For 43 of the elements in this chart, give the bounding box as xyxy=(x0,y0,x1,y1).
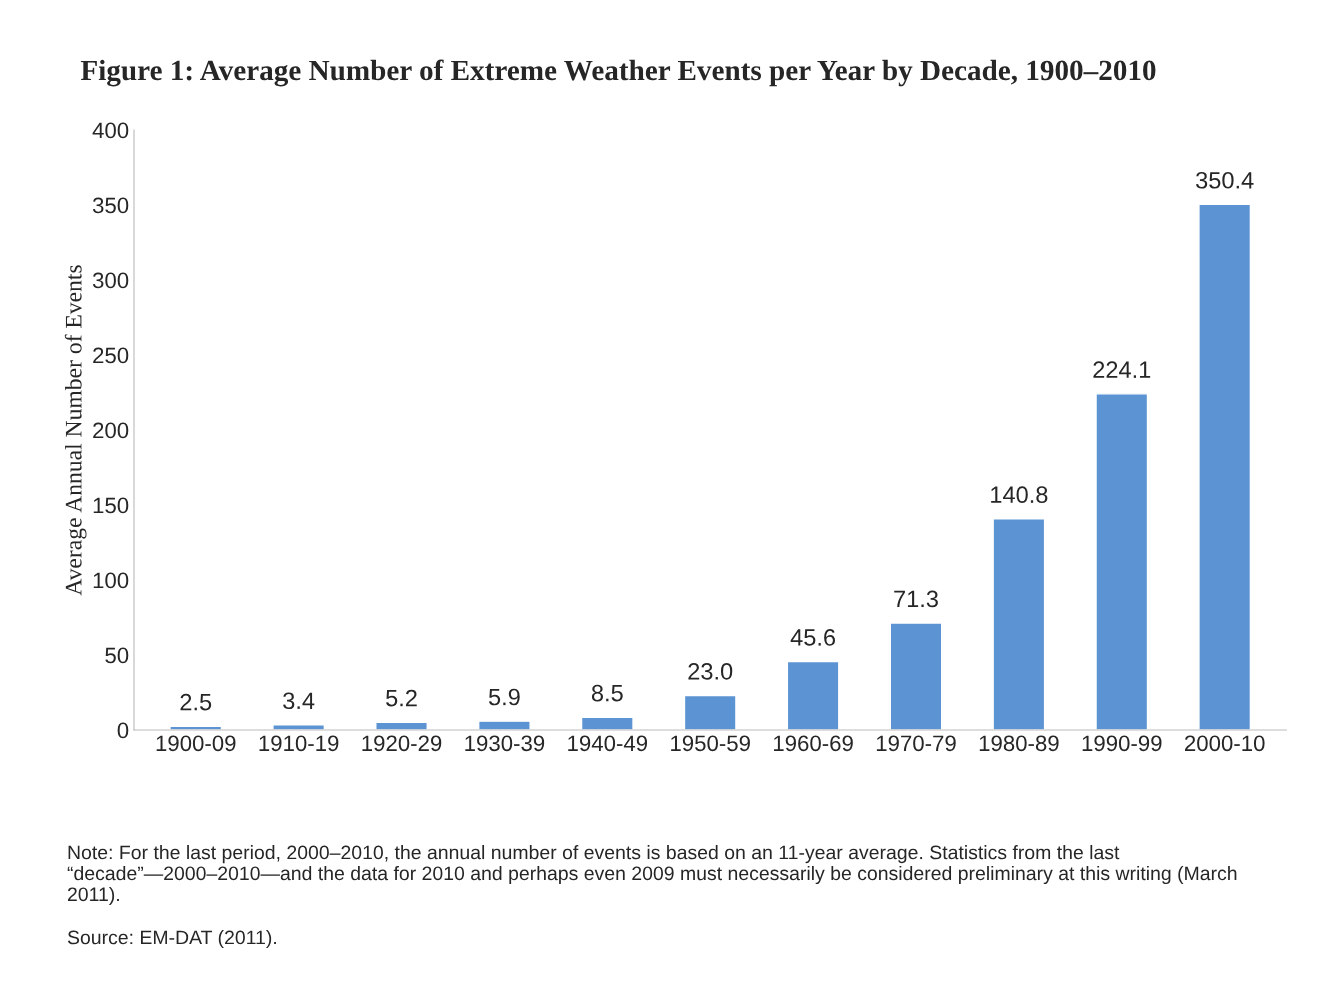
data-label: 23.0 xyxy=(688,663,733,680)
bar xyxy=(1095,393,1149,730)
y-tick-label: 350 xyxy=(92,197,129,214)
x-tick-label: 1970-79 xyxy=(876,735,956,752)
data-label: 5.9 xyxy=(488,688,520,706)
x-tick-label: 1990-99 xyxy=(1082,735,1162,752)
bar xyxy=(786,660,840,730)
data-label: 140.8 xyxy=(991,486,1048,504)
y-tick-label: 100 xyxy=(93,572,129,589)
bar xyxy=(992,518,1046,730)
x-tick-label: 1900-09 xyxy=(156,735,236,752)
y-tick-label: 300 xyxy=(92,272,129,289)
data-label: 224.1 xyxy=(1093,361,1151,378)
x-tick-label: 1920-29 xyxy=(362,735,442,752)
bar xyxy=(477,720,531,730)
x-tick-label: 1940-49 xyxy=(568,735,648,752)
y-tick-label: 50 xyxy=(105,647,129,664)
y-tick-label: 400 xyxy=(92,122,129,139)
chart-title: Figure 1: Average Number of Extreme Weather Events per Year by Decade, 1900–2010 xyxy=(80,59,1156,87)
x-tick-label: 1910-19 xyxy=(259,735,339,752)
data-label: 45.6 xyxy=(790,629,836,646)
x-tick-label: 1960-69 xyxy=(774,735,853,752)
data-label: 350.4 xyxy=(1196,171,1254,189)
y-tick-label: 150 xyxy=(93,497,129,514)
data-label: 3.4 xyxy=(283,692,315,710)
bar xyxy=(580,716,634,730)
bar xyxy=(1198,203,1252,730)
bar xyxy=(889,622,943,730)
data-label: 8.5 xyxy=(591,684,623,702)
data-label: 2.5 xyxy=(180,693,212,711)
x-tick-label: 1930-39 xyxy=(465,735,545,752)
bar xyxy=(683,694,737,730)
x-tick-label: 1950-59 xyxy=(671,735,750,752)
y-tick-label: 0 xyxy=(117,722,129,739)
text: Note: For the last period, 2000–2010, the annual number of events is based on an 11-year average. Statistics from the last “decade”—2000–2010—and the data for 2010 and perhaps even 2009 must necessarily be considered preliminary at this writing (March 2011). xyxy=(67,845,1237,905)
source-note: Source: EM-DAT (2011). xyxy=(67,930,276,949)
x-tick-label: 2000-10 xyxy=(1185,735,1265,752)
y-tick-label: 200 xyxy=(93,422,129,439)
data-label: 5.2 xyxy=(386,689,417,707)
x-tick-label: 1980-89 xyxy=(979,735,1059,752)
y-axis-title: Average Annual Number of Events xyxy=(64,265,87,596)
y-tick-label: 250 xyxy=(93,347,129,364)
data-label: 71.3 xyxy=(894,590,938,608)
